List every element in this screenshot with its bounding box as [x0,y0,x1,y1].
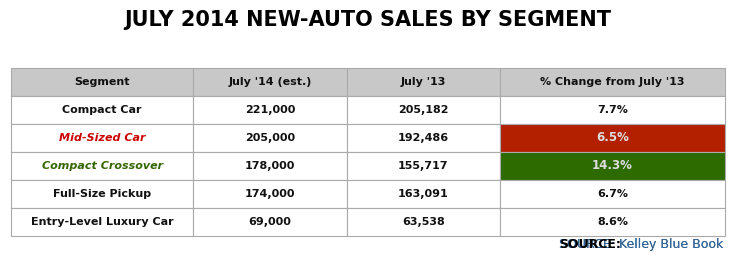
Text: SOURCE: Kelley Blue Book: SOURCE: Kelley Blue Book [559,238,723,251]
Text: SOURCE: Kelley Blue Book: SOURCE: Kelley Blue Book [559,238,723,251]
Text: 155,717: 155,717 [398,161,448,171]
Text: Compact Car: Compact Car [63,105,142,115]
Text: 221,000: 221,000 [244,105,295,115]
Text: SOURCE:: SOURCE: [0,255,1,256]
Text: 178,000: 178,000 [244,161,295,171]
Text: Segment: Segment [74,77,130,87]
Text: July '13: July '13 [400,77,446,87]
Text: 7.7%: 7.7% [597,105,628,115]
Text: July '14 (est.): July '14 (est.) [228,77,311,87]
Text: Entry-Level Luxury Car: Entry-Level Luxury Car [31,217,174,227]
Text: SOURCE:: SOURCE: [559,238,621,251]
Text: 163,091: 163,091 [398,189,449,199]
Text: 69,000: 69,000 [248,217,291,227]
Text: 174,000: 174,000 [244,189,295,199]
Text: JULY 2014 NEW-AUTO SALES BY SEGMENT: JULY 2014 NEW-AUTO SALES BY SEGMENT [124,10,612,30]
Text: 6.5%: 6.5% [596,131,629,144]
Text: 63,538: 63,538 [402,217,445,227]
Text: 205,000: 205,000 [245,133,295,143]
Text: 14.3%: 14.3% [592,159,633,172]
Text: % Change from July '13: % Change from July '13 [540,77,684,87]
Text: Compact Crossover: Compact Crossover [41,161,163,171]
Text: 192,486: 192,486 [397,133,449,143]
Text: 6.7%: 6.7% [597,189,628,199]
Text: Full-Size Pickup: Full-Size Pickup [53,189,151,199]
Text: 8.6%: 8.6% [597,217,628,227]
Text: Mid-Sized Car: Mid-Sized Car [59,133,145,143]
Text: 205,182: 205,182 [398,105,448,115]
